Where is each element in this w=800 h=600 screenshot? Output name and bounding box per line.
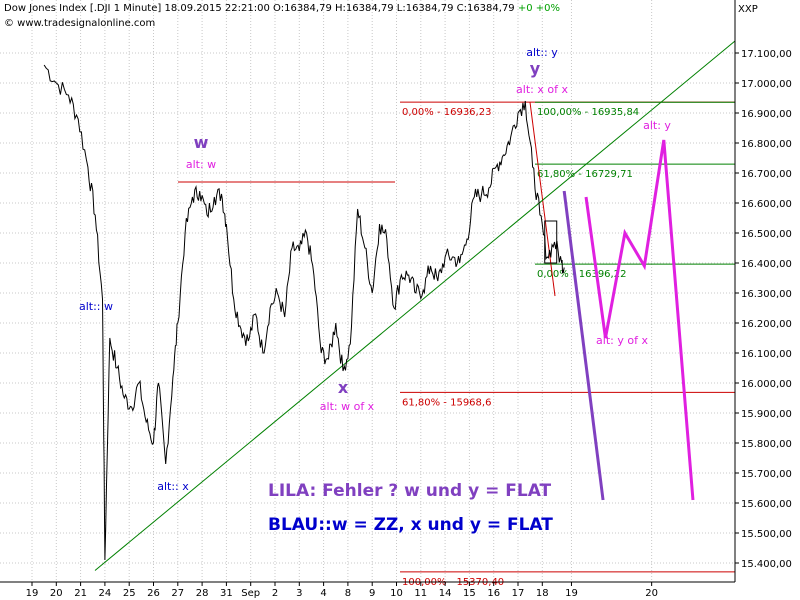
x-tick-label: 18 bbox=[536, 588, 549, 599]
annotation-label: alt: x of x bbox=[516, 83, 568, 96]
x-tick-label: Sep bbox=[241, 588, 260, 599]
header-datetime: 18.09.2015 22:21:00 bbox=[164, 3, 270, 14]
y-tick-label: 16.300,00 bbox=[741, 289, 792, 300]
x-tick-label: 19 bbox=[26, 588, 39, 599]
x-tick-label: 25 bbox=[123, 588, 136, 599]
x-tick-label: 9 bbox=[369, 588, 375, 599]
y-axis-ticks: 17.100,00 17.000,00 16.900,00 16.800,00 16.7… bbox=[735, 49, 792, 570]
y-tick-label: 17.100,00 bbox=[741, 49, 792, 60]
projection-magenta-line bbox=[584, 139, 695, 501]
y-tick-label: 16.000,00 bbox=[741, 379, 792, 390]
copyright: © www.tradesignalonline.com bbox=[4, 18, 156, 29]
level-label: 61,80% - 15968,6 bbox=[402, 397, 491, 408]
projection-purple-line bbox=[562, 190, 605, 501]
level-label: 61,80% - 16729,71 bbox=[537, 169, 633, 180]
annotation-label: x bbox=[338, 378, 349, 397]
x-tick-label: 31 bbox=[220, 588, 233, 599]
header-ohlc: O:16384,79 H:16384,79 L:16384,79 C:16384… bbox=[273, 3, 515, 14]
y-tick-label: 17.000,00 bbox=[741, 79, 792, 90]
x-tick-label: 20 bbox=[50, 588, 63, 599]
level-label: 0,00% - 16396,22 bbox=[537, 269, 626, 280]
header-change: +0 +0% bbox=[517, 3, 561, 14]
y-tick-label: 15.700,00 bbox=[741, 469, 792, 480]
annotation-label: alt:: y bbox=[526, 46, 558, 59]
annotation-label: alt:: x bbox=[157, 480, 189, 493]
grid-lines bbox=[0, 0, 735, 582]
selection-box bbox=[544, 220, 558, 264]
x-tick-label: 4 bbox=[320, 588, 326, 599]
annotation-label: y bbox=[530, 59, 541, 78]
y-tick-label: 15.900,00 bbox=[741, 409, 792, 420]
legend-line: LILA: Fehler ? w und y = FLAT bbox=[268, 481, 552, 501]
x-tick-label: 15 bbox=[463, 588, 476, 599]
level-label: 0,00% - 16936,23 bbox=[402, 107, 491, 118]
y-tick-label: 16.100,00 bbox=[741, 349, 792, 360]
x-tick-label: 24 bbox=[99, 588, 112, 599]
y-tick-label: 16.400,00 bbox=[741, 259, 792, 270]
x-tick-label: 20 bbox=[645, 588, 658, 599]
y-tick-label: 16.200,00 bbox=[741, 319, 792, 330]
instrument-name: Dow Jones Index [.DJI 1 Minute] bbox=[4, 3, 162, 14]
x-tick-label: 26 bbox=[147, 588, 160, 599]
annotation-label: alt: w bbox=[186, 158, 216, 171]
x-tick-label: 10 bbox=[390, 588, 403, 599]
y-tick-label: 15.800,00 bbox=[741, 439, 792, 450]
chart-header: Dow Jones Index [.DJI 1 Minute] 18.09.20… bbox=[4, 3, 560, 14]
y-tick-label: 16.900,00 bbox=[741, 109, 792, 120]
price-series-line bbox=[43, 64, 565, 561]
annotation-label: alt: y of x bbox=[596, 334, 648, 347]
x-tick-label: 14 bbox=[439, 588, 452, 599]
y-tick-label: 15.400,00 bbox=[741, 559, 792, 570]
annotation-label: alt:: w bbox=[79, 300, 113, 313]
y-tick-label: 16.700,00 bbox=[741, 169, 792, 180]
y-tick-label: 16.500,00 bbox=[741, 229, 792, 240]
x-tick-label: 3 bbox=[296, 588, 302, 599]
y-tick-label: 16.600,00 bbox=[741, 199, 792, 210]
support-trendline bbox=[94, 40, 736, 571]
x-tick-label: 8 bbox=[345, 588, 351, 599]
x-tick-label: 17 bbox=[512, 588, 525, 599]
y-tick-label: 15.600,00 bbox=[741, 499, 792, 510]
annotation-label: alt: y bbox=[643, 119, 671, 132]
x-tick-label: 19 bbox=[565, 588, 578, 599]
legend-line: BLAU::w = ZZ, x und y = FLAT bbox=[268, 515, 553, 535]
y-tick-label: 16.800,00 bbox=[741, 139, 792, 150]
x-tick-label: 16 bbox=[487, 588, 500, 599]
symbol-label: XXP bbox=[738, 4, 758, 15]
x-tick-label: 28 bbox=[196, 588, 209, 599]
x-tick-label: 11 bbox=[414, 588, 427, 599]
fib-diagonal bbox=[529, 102, 556, 297]
level-label: 100,00% - 16935,84 bbox=[537, 107, 639, 118]
x-tick-label: 27 bbox=[171, 588, 184, 599]
x-axis-ticks: 19 20 21 24 25 26 27 28 31 Sep 2 3 4 8 9 10 11 14 15 16 17 18… bbox=[26, 582, 658, 599]
x-tick-label: 2 bbox=[272, 588, 278, 599]
x-tick-label: 21 bbox=[74, 588, 87, 599]
annotation-label: w bbox=[194, 133, 209, 152]
annotation-label: alt: w of x bbox=[320, 400, 375, 413]
y-tick-label: 15.500,00 bbox=[741, 529, 792, 540]
